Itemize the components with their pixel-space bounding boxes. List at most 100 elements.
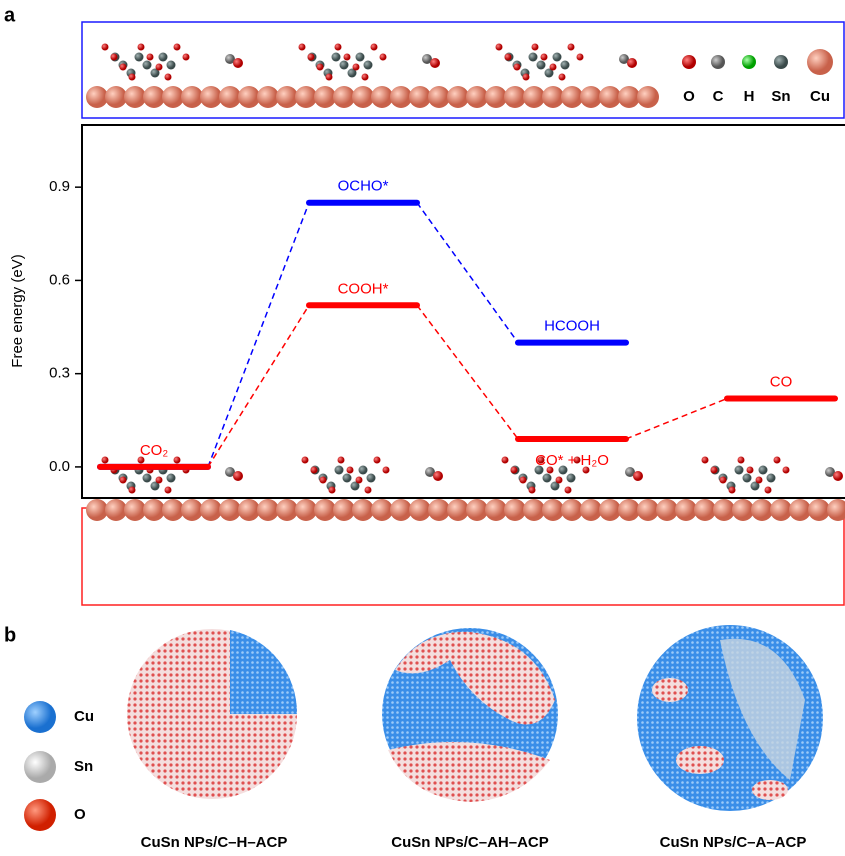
o-atom	[111, 54, 118, 61]
connector	[417, 203, 518, 343]
cu-atom	[371, 86, 393, 108]
o-atom	[383, 467, 390, 474]
cu-atom	[561, 499, 583, 521]
o-atom	[174, 44, 181, 51]
o-atom	[356, 477, 363, 484]
level-label: CO	[770, 374, 793, 391]
o-atom	[165, 74, 172, 81]
o-atom	[765, 487, 772, 494]
adsorbate	[233, 471, 243, 481]
cu-atom	[86, 86, 108, 108]
atom-label: C	[713, 88, 724, 105]
cu-atom	[504, 499, 526, 521]
o-atom	[156, 64, 163, 71]
cu-atom	[751, 499, 773, 521]
cu-atom	[466, 86, 488, 108]
cu-atom	[295, 499, 317, 521]
structure-box	[82, 508, 844, 605]
o-atom	[320, 477, 327, 484]
level-label: CO* + H₂O	[535, 452, 609, 469]
sn-atom	[543, 474, 552, 483]
adsorbate	[433, 471, 443, 481]
o-atom	[720, 477, 727, 484]
cu-atom	[181, 499, 203, 521]
connector	[208, 305, 309, 467]
cu-atom	[618, 499, 640, 521]
cu-atom	[333, 86, 355, 108]
o-atom	[502, 457, 509, 464]
connector	[626, 399, 727, 439]
cu-atom	[257, 86, 279, 108]
o-atom	[559, 74, 566, 81]
cu-atom	[314, 86, 336, 108]
atom-icon	[742, 55, 756, 69]
adsorbate	[430, 58, 440, 68]
sn-atom	[167, 61, 176, 70]
sn-atom	[767, 474, 776, 483]
cu-atom	[542, 86, 564, 108]
sn-atom	[537, 61, 546, 70]
cu-atom	[124, 86, 146, 108]
level-label: OCHO*	[338, 178, 389, 195]
cu-atom	[105, 86, 127, 108]
o-atom	[711, 467, 718, 474]
cu-atom	[219, 86, 241, 108]
sn-atom	[340, 61, 349, 70]
cu-atom	[580, 499, 602, 521]
sn-atom	[343, 474, 352, 483]
atom-icon	[24, 799, 56, 831]
sn-atom	[735, 466, 744, 475]
oxide-region	[752, 780, 788, 800]
o-atom	[156, 477, 163, 484]
sn-atom	[364, 61, 373, 70]
cu-atom	[333, 499, 355, 521]
o-atom	[774, 457, 781, 464]
sn-atom	[359, 466, 368, 475]
cu-atom	[827, 499, 845, 521]
o-atom	[317, 64, 324, 71]
o-atom	[165, 487, 172, 494]
o-atom	[362, 74, 369, 81]
atom-legend: O C H Sn Cu	[682, 49, 833, 105]
cu-atom	[162, 86, 184, 108]
cu-atom	[485, 499, 507, 521]
cu-atom	[694, 499, 716, 521]
o-atom	[577, 54, 584, 61]
o-atom	[505, 54, 512, 61]
plot-frame	[82, 125, 845, 498]
o-atom	[729, 487, 736, 494]
cu-atom	[143, 499, 165, 521]
o-atom	[783, 467, 790, 474]
sn-atom	[561, 61, 570, 70]
cu-atom	[523, 86, 545, 108]
o-atom	[523, 74, 530, 81]
o-atom	[365, 487, 372, 494]
adsorbate	[833, 471, 843, 481]
cu-atom	[656, 499, 678, 521]
cu-atom	[599, 499, 621, 521]
cu-atom	[86, 499, 108, 521]
cu-atom	[599, 86, 621, 108]
cu-atom	[238, 86, 260, 108]
cu-atom	[732, 499, 754, 521]
cu-atom	[409, 86, 431, 108]
o-atom	[120, 477, 127, 484]
sn-atom	[335, 466, 344, 475]
structures	[86, 44, 845, 522]
adsorbate	[233, 58, 243, 68]
o-atom	[302, 457, 309, 464]
sn-atom	[167, 474, 176, 483]
sn-atom	[367, 474, 376, 483]
cu-atom	[143, 86, 165, 108]
atom-icon	[24, 701, 56, 733]
level-label: COOH*	[338, 280, 389, 297]
o-atom	[756, 477, 763, 484]
o-atom	[299, 44, 306, 51]
o-atom	[147, 54, 154, 61]
cu-atom	[808, 499, 830, 521]
adsorbate	[633, 471, 643, 481]
o-atom	[529, 487, 536, 494]
legend-label: Cu	[74, 708, 94, 725]
o-atom	[120, 64, 127, 71]
o-atom	[747, 467, 754, 474]
